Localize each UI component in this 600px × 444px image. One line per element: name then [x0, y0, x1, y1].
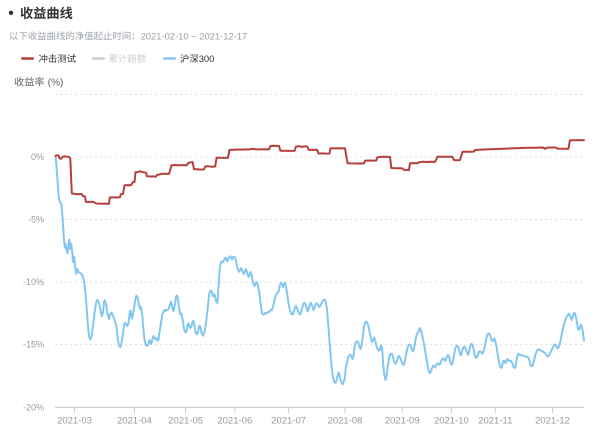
svg-text:2021-11: 2021-11 — [478, 416, 512, 427]
svg-text:2021-12: 2021-12 — [535, 416, 570, 427]
svg-text:-10%: -10% — [23, 277, 44, 287]
svg-text:2021-06: 2021-06 — [217, 416, 252, 427]
svg-text:300: 300 — [199, 53, 215, 64]
svg-text:2021-09: 2021-09 — [385, 416, 420, 427]
svg-text:2021-03: 2021-03 — [57, 416, 92, 427]
svg-text:2021-04: 2021-04 — [117, 416, 152, 427]
svg-text:2021-07: 2021-07 — [271, 416, 306, 427]
svg-text:2021-10: 2021-10 — [434, 416, 469, 427]
svg-text:2021-05: 2021-05 — [168, 416, 203, 427]
svg-text:-15%: -15% — [23, 340, 44, 350]
svg-text:(%): (%) — [48, 78, 64, 89]
svg-text:2021-02-10 ~ 2021-12-17: 2021-02-10 ~ 2021-12-17 — [141, 30, 248, 41]
svg-text:0%: 0% — [31, 152, 44, 162]
svg-text:2021-08: 2021-08 — [328, 416, 363, 427]
svg-text:-5%: -5% — [28, 215, 44, 225]
svg-text:-20%: -20% — [23, 403, 44, 413]
